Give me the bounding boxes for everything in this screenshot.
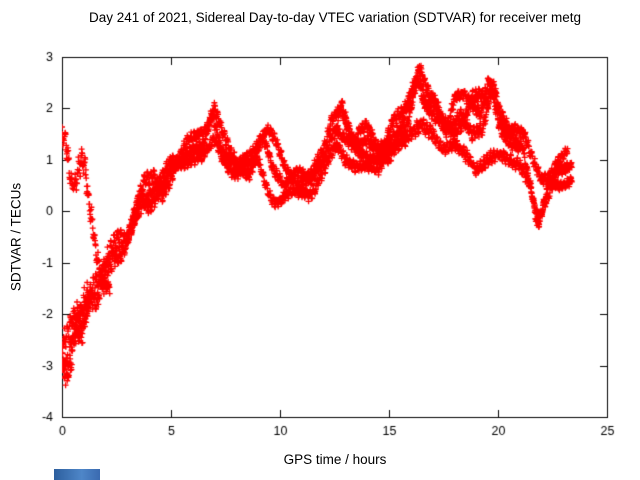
y-axis-label: SDTVAR / TECUs xyxy=(8,182,24,292)
taskbar-fragment xyxy=(54,469,100,480)
x-axis-label: GPS time / hours xyxy=(283,452,387,467)
chart-title: Day 241 of 2021, Sidereal Day-to-day VTE… xyxy=(89,10,581,25)
